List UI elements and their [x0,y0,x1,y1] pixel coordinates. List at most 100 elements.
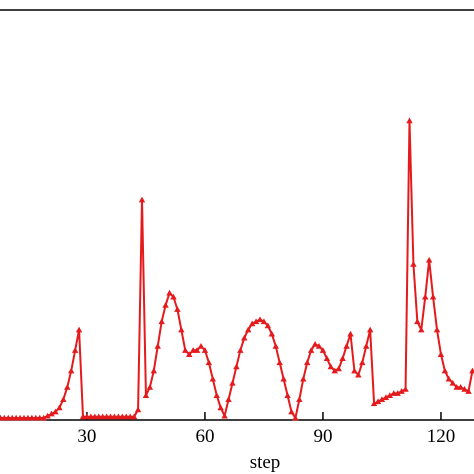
marker [347,330,354,337]
marker [437,351,445,357]
marker [284,392,291,398]
marker [142,392,150,398]
marker [418,326,425,333]
marker [209,375,217,382]
marker [378,396,386,403]
marker [241,334,248,341]
marker [292,414,299,421]
marker [229,379,236,386]
marker [323,355,331,362]
marker [402,386,409,392]
marker [150,367,158,374]
marker [178,326,185,333]
marker [280,375,287,382]
marker [366,326,374,333]
marker [170,293,177,300]
marker [252,318,260,325]
marker [394,390,401,396]
marker [429,293,437,300]
marker [217,404,224,411]
marker [213,392,220,398]
marker [75,326,83,333]
marker [335,365,342,372]
marker [311,340,319,347]
marker [339,355,346,362]
marker [221,412,228,419]
marker [457,384,464,390]
marker [414,318,421,325]
marker [304,359,311,366]
marker [465,388,472,394]
marker [331,367,338,374]
marker [48,410,55,417]
marker [237,347,244,353]
marker [40,414,47,421]
marker [422,293,429,300]
marker [197,343,205,349]
marker [363,343,370,349]
x-tick-label: 120 [427,426,456,447]
marker [449,379,456,386]
marker [343,343,350,349]
marker [162,302,169,308]
line [0,119,474,419]
marker [44,412,51,419]
marker [205,359,213,366]
marker [461,386,468,392]
marker [410,261,417,267]
marker [382,394,390,401]
marker [174,306,181,312]
marker [233,363,240,370]
marker [193,347,201,353]
marker [225,396,232,403]
marker [386,392,394,398]
marker [268,330,276,337]
marker [130,413,138,420]
marker [445,375,453,382]
marker [374,398,382,405]
x-tick-label: 60 [195,426,214,447]
marker [256,316,264,323]
marker [469,367,474,374]
marker [158,318,165,325]
marker [307,347,315,353]
marker [351,367,358,374]
marker [260,318,268,325]
marker [300,375,307,382]
marker [425,256,433,263]
x-tick-label: 30 [77,426,96,447]
marker [134,406,142,413]
marker [441,367,449,374]
marker [248,320,256,327]
marker [355,371,362,378]
marker [60,396,67,403]
marker [319,347,327,353]
marker [154,343,161,349]
marker [398,388,405,394]
marker [370,400,378,407]
marker [296,396,303,403]
marker [276,359,283,366]
marker [138,196,146,203]
marker [67,367,75,374]
marker [245,326,252,333]
marker [272,343,279,349]
marker [433,326,441,333]
marker [52,408,59,415]
marker [166,289,173,296]
marker [56,404,63,411]
marker [71,347,79,353]
marker [406,117,413,124]
marker [64,384,71,390]
x-tick-label: 90 [313,426,332,447]
marker [186,351,193,357]
marker [288,408,295,415]
marker [146,384,154,390]
marker [201,347,209,353]
marker [264,322,272,329]
marker [359,359,366,366]
marker [327,363,335,370]
marker [182,347,189,353]
marker [315,343,323,349]
